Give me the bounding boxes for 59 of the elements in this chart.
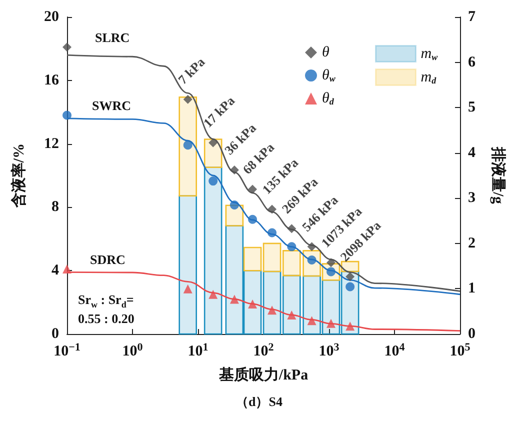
point	[326, 318, 336, 328]
point	[268, 306, 277, 315]
annotation: 17 kPa	[200, 92, 238, 130]
text: （d）S4	[236, 394, 283, 409]
bar	[262, 270, 282, 335]
point	[346, 282, 355, 292]
bar	[204, 166, 222, 335]
point	[346, 322, 355, 331]
y-tick-label: 8	[52, 199, 59, 216]
annotation: SLRC	[95, 30, 130, 45]
legend-label: θd	[322, 90, 334, 106]
point	[287, 242, 296, 252]
point	[248, 300, 258, 309]
legend-label: md	[420, 69, 437, 86]
x-axis-title: 基质吸力/kPa	[218, 366, 309, 384]
bar	[282, 250, 301, 276]
point	[230, 165, 239, 174]
bar	[243, 246, 262, 272]
bar	[302, 275, 321, 335]
annotation: 7 kPa	[174, 54, 208, 88]
point	[230, 294, 239, 304]
point	[230, 200, 239, 210]
point	[208, 176, 218, 186]
y-tick-label: 4	[52, 262, 60, 279]
y2-tick-label: 4	[468, 144, 476, 161]
y-tick-label: 16	[44, 72, 60, 88]
point	[307, 316, 316, 326]
point	[307, 242, 316, 252]
point	[346, 272, 355, 282]
annotation: SWRC	[92, 98, 132, 113]
bar	[262, 242, 282, 272]
y2-tick-label: 6	[468, 54, 476, 70]
point	[208, 290, 218, 299]
annotation: SDRC	[90, 252, 126, 267]
y2-tick-label: 3	[468, 190, 476, 206]
legend-label: mw	[420, 46, 439, 62]
point	[326, 258, 336, 268]
y2-axis-title: 排液量/g	[490, 146, 508, 204]
point	[287, 224, 296, 234]
y2-tick-label: 7	[468, 9, 476, 25]
y-tick-label: 12	[44, 136, 59, 152]
point	[208, 138, 218, 148]
legend-label: θ	[322, 44, 330, 60]
point	[268, 228, 277, 238]
y-tick-label: 0	[52, 326, 59, 342]
point	[248, 214, 258, 224]
bar	[322, 279, 340, 335]
y2-tick-label: 0	[468, 326, 476, 342]
bar	[243, 270, 262, 335]
point	[268, 204, 277, 214]
y-tick-label: 20	[44, 9, 59, 25]
y2-tick-label: 5	[468, 100, 476, 116]
y2-tick-label: 1	[468, 280, 476, 297]
bar	[282, 274, 301, 335]
point	[287, 310, 296, 320]
legend-label: θw	[322, 68, 336, 84]
point	[248, 184, 258, 194]
y2-tick-label: 2	[468, 235, 476, 252]
y-axis-title: 含液率/%	[10, 143, 28, 209]
